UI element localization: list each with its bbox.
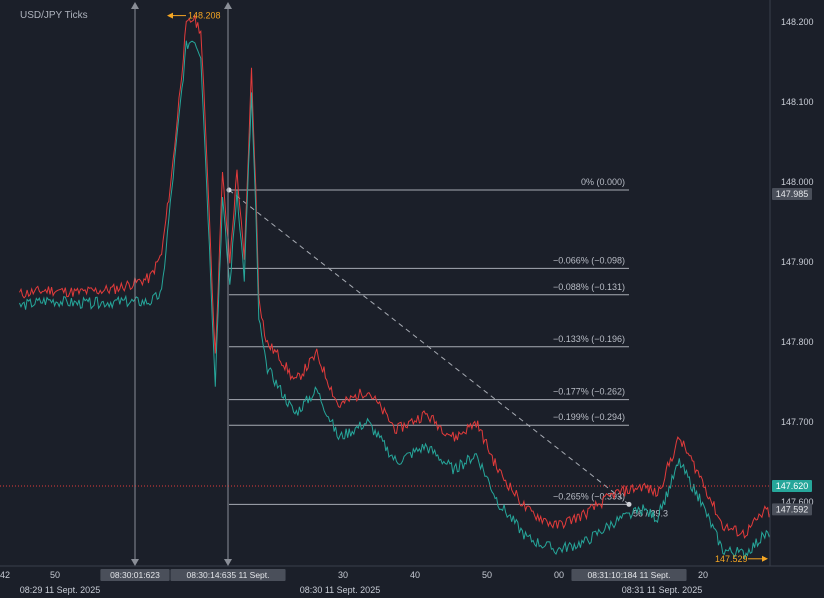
y-tick-label: 147.800 — [781, 337, 814, 347]
trend-end-handle[interactable] — [626, 501, 632, 507]
series-group — [19, 14, 803, 566]
x-tick-label: 20 — [698, 570, 708, 580]
arrow-left-icon — [167, 12, 173, 19]
arrow-up-icon — [131, 2, 139, 9]
time-marker-label: 08:30:01:623 — [110, 570, 160, 580]
secondary-price-badge — [772, 503, 812, 516]
price-axis-background — [770, 0, 824, 598]
x-tick-label: 30 — [338, 570, 348, 580]
y-tick-label: 147.600 — [781, 497, 814, 507]
fib-level-label: −0.265% (−0.393) — [553, 491, 625, 501]
arrow-right-icon — [762, 555, 768, 562]
arrow-down-icon — [131, 559, 139, 566]
x-tick-label: 50 — [50, 570, 60, 580]
current-price-badge — [772, 480, 812, 492]
low-price-label: 147.529 — [715, 554, 748, 564]
trend-line[interactable] — [228, 189, 630, 505]
fib-level-label: −0.133% (−0.196) — [553, 334, 625, 344]
time-marker-label: 08:31:10:184 11 Sept. — [587, 570, 670, 580]
x-tick-label: 00 — [554, 570, 564, 580]
arrow-up-icon — [224, 2, 232, 9]
series-line-ask — [19, 14, 803, 551]
x-date-label: 08:30 11 Sept. 2025 — [300, 585, 380, 595]
annotations-group: 147.985 147.620 147.592 148.208 147.529 — [0, 11, 812, 564]
high-price-label: 148.208 — [188, 11, 221, 21]
series-line-bid — [19, 40, 803, 566]
fib-level-label: −0.088% (−0.131) — [553, 282, 625, 292]
fib-level-label: 0% (0.000) — [581, 177, 625, 187]
time-marker-label: 08:30:14:635 11 Sept. — [186, 570, 269, 580]
time-marker-badge[interactable] — [170, 569, 286, 581]
fib-start-price-badge — [772, 188, 812, 200]
fib-start-price-label: 147.985 — [776, 189, 809, 199]
fib-level-label: −0.177% (−0.262) — [553, 387, 625, 397]
x-tick-label: 40 — [410, 570, 420, 580]
y-tick-label: 147.700 — [781, 417, 814, 427]
secondary-price-label: 147.592 — [776, 504, 809, 514]
x-date-label: 08:29 11 Sept. 2025 — [20, 585, 100, 595]
arrow-down-icon — [224, 559, 232, 566]
time-marker-badge[interactable] — [571, 569, 687, 581]
time-marker-badge[interactable] — [100, 569, 170, 581]
fib-level-label: −0.066% (−0.098) — [553, 255, 625, 265]
fib-retracement-levels[interactable]: 0% (0.000) −0.066% (−0.098) −0.088% (−0.13… — [229, 177, 629, 505]
y-tick-label: 147.900 — [781, 257, 814, 267]
y-tick-label: 148.200 — [781, 17, 814, 27]
x-tick-label: 42 — [0, 570, 10, 580]
y-tick-label: 148.100 — [781, 97, 814, 107]
y-tick-label: 148.000 — [781, 177, 814, 187]
current-price-label: 147.620 — [776, 481, 809, 491]
x-tick-label: 50 — [482, 570, 492, 580]
trend-line-group[interactable]: 56 / 39.3 — [226, 187, 669, 519]
x-date-label: 08:31 11 Sept. 2025 — [622, 585, 702, 595]
chart-title: USD/JPY Ticks — [20, 10, 88, 21]
fib-level-label: −0.199% (−0.294) — [553, 412, 625, 422]
trend-start-handle[interactable] — [226, 187, 232, 193]
vertical-markers-group[interactable]: 08:30:01:623 08:30:14:635 11 Sept. 08:31:1… — [100, 2, 687, 581]
